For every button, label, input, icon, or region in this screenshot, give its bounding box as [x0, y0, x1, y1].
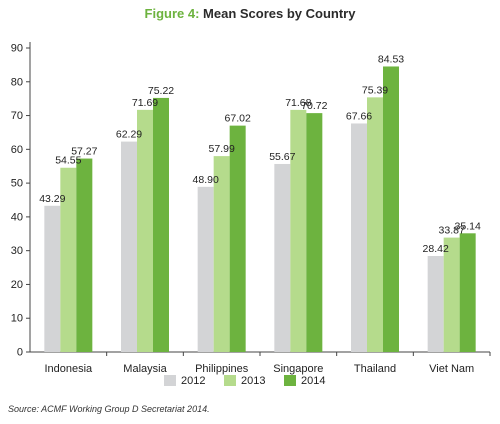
- x-tick-label: Singapore: [273, 363, 323, 375]
- bar-chart: 0 10 20 30 40 50 60 70 80 90 Indonesia Malaysia Phil…: [11, 42, 491, 387]
- bar: [153, 97, 169, 352]
- bar: [213, 156, 230, 352]
- bar: [60, 167, 77, 352]
- data-label: 70.72: [301, 100, 327, 112]
- data-label: 75.39: [362, 84, 388, 96]
- y-tick-label: 40: [11, 211, 23, 223]
- x-tick-label: Thailand: [354, 363, 396, 375]
- data-label: 57.27: [71, 146, 97, 158]
- bar: [229, 125, 246, 352]
- legend-label: 2014: [301, 375, 325, 387]
- y-tick-label: 10: [11, 313, 23, 325]
- bar: [290, 109, 307, 352]
- bar: [306, 113, 323, 352]
- data-label: 43.29: [39, 193, 65, 205]
- data-label: 28.42: [423, 243, 449, 255]
- bar: [367, 97, 383, 352]
- y-tick-label: 20: [11, 279, 23, 291]
- bar: [383, 66, 399, 353]
- data-label: 55.67: [269, 151, 295, 163]
- data-label: 67.66: [346, 110, 372, 122]
- y-tick-label: 50: [11, 178, 23, 190]
- bar: [137, 109, 153, 353]
- bar: [76, 158, 93, 352]
- y-tick-label: 60: [11, 144, 23, 156]
- data-label: 71.68: [285, 97, 311, 109]
- data-label: 48.90: [193, 174, 219, 186]
- x-tick-label: Viet Nam: [429, 363, 474, 375]
- data-label: 71.69: [132, 97, 158, 109]
- chart-title-text: Mean Scores by Country: [203, 6, 356, 21]
- x-tick-label: Malaysia: [123, 363, 167, 375]
- bar: [351, 123, 367, 352]
- data-label: 57.99: [209, 143, 235, 155]
- bar: [443, 237, 460, 352]
- chart-title: Figure 4: Mean Scores by Country: [0, 6, 500, 21]
- y-tick-label: 0: [17, 347, 23, 359]
- x-tick-label: Philippines: [195, 363, 249, 375]
- bar: [44, 205, 61, 352]
- data-label: 35.14: [455, 220, 481, 232]
- data-label: 33.87: [439, 225, 465, 237]
- bar: [459, 233, 476, 352]
- legend-label: 2013: [241, 375, 265, 387]
- data-label: 75.22: [148, 85, 174, 97]
- legend-label: 2012: [181, 375, 205, 387]
- x-tick-label: Indonesia: [44, 363, 93, 375]
- data-label: 67.02: [225, 113, 251, 125]
- bar: [427, 256, 444, 352]
- source-note: Source: ACMF Working Group D Secretariat…: [8, 404, 210, 414]
- bar: [197, 186, 214, 352]
- y-tick-label: 90: [11, 43, 23, 55]
- y-tick-label: 30: [11, 245, 23, 257]
- legend-swatch: [224, 375, 236, 386]
- chart-bars: [44, 66, 476, 353]
- data-label: 84.53: [378, 53, 404, 65]
- data-label: 54.55: [55, 155, 81, 167]
- data-label: 62.29: [116, 129, 142, 141]
- chart-legend: 2012 2013 2014: [164, 375, 325, 387]
- figure-label: Figure 4:: [144, 6, 200, 21]
- legend-swatch: [164, 375, 176, 386]
- y-tick-label: 80: [11, 76, 23, 88]
- y-tick-label: 70: [11, 110, 23, 122]
- bar: [121, 141, 137, 352]
- chart-axes: 0 10 20 30 40 50 60 70 80 90 Indonesia Malaysia Phil…: [11, 42, 491, 375]
- bar: [274, 163, 291, 352]
- legend-swatch: [284, 375, 296, 386]
